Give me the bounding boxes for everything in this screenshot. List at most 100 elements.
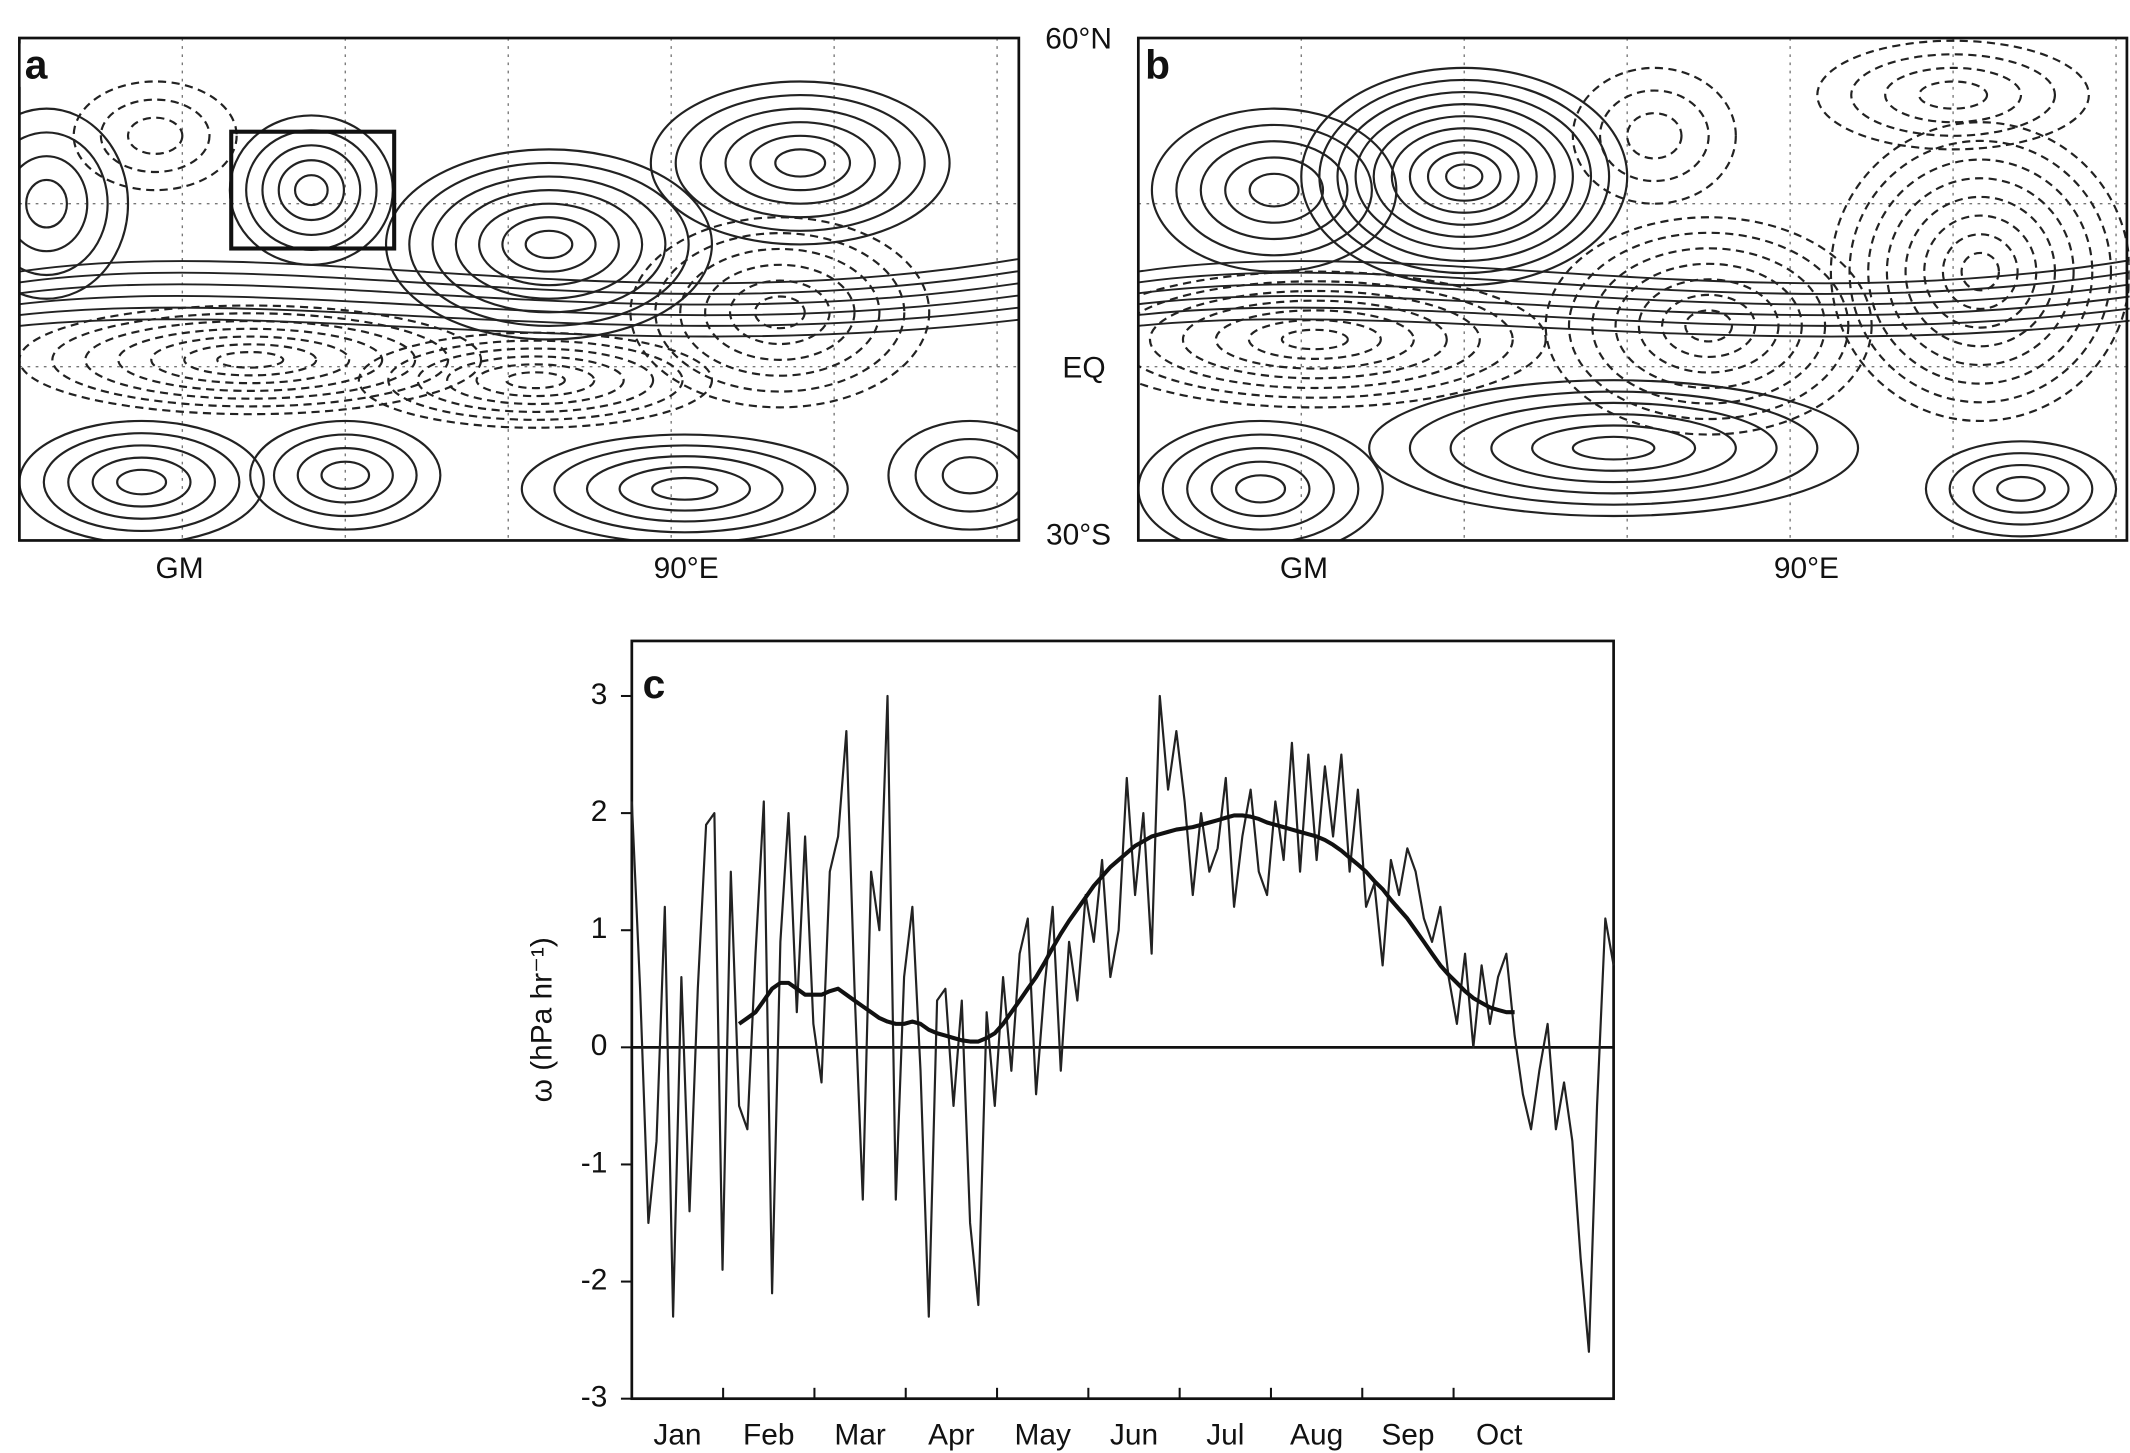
contour	[19, 304, 483, 416]
contour	[1948, 452, 2094, 526]
contour	[1884, 66, 2023, 124]
lon-label: 90°E	[1774, 552, 1839, 585]
contour	[1848, 139, 2113, 404]
lat-label: EQ	[1062, 351, 1105, 384]
contour	[1318, 78, 1611, 275]
contour	[1850, 53, 2057, 137]
panel-label: b	[1145, 42, 1170, 88]
contour	[1960, 251, 2001, 292]
contour	[1368, 379, 1860, 518]
contour	[618, 466, 752, 512]
contour	[25, 178, 68, 229]
contour	[941, 456, 999, 495]
contour	[887, 419, 1019, 531]
contour	[674, 93, 926, 232]
lat-label: 60°N	[1045, 23, 1112, 56]
contour	[753, 295, 806, 330]
contour	[1138, 259, 2130, 285]
contour	[387, 339, 684, 421]
x-tick-label: Aug	[1290, 1419, 1343, 1452]
y-tick-label: -1	[581, 1146, 608, 1179]
contour	[84, 319, 417, 400]
contour	[1235, 474, 1287, 504]
contour	[749, 134, 852, 192]
x-tick-label: Oct	[1476, 1419, 1523, 1452]
contour	[416, 347, 655, 413]
contour	[19, 257, 1019, 285]
contour	[1996, 475, 2046, 502]
y-tick-label: 0	[591, 1029, 608, 1062]
lon-label: GM	[156, 552, 204, 585]
contour	[629, 216, 931, 409]
contour	[261, 144, 362, 237]
contour	[1138, 270, 1547, 409]
contour	[150, 335, 351, 385]
x-tick-label: Apr	[928, 1419, 975, 1452]
contour	[1490, 413, 1737, 484]
contour	[245, 129, 378, 251]
contour	[501, 216, 597, 273]
contour	[19, 107, 130, 300]
contour	[524, 229, 574, 260]
contour	[67, 444, 217, 520]
contour	[1867, 158, 2094, 385]
contour	[1175, 123, 1373, 257]
x-tick-label: Feb	[743, 1419, 794, 1452]
contour	[249, 419, 442, 531]
lon-label: GM	[1280, 552, 1328, 585]
contour	[1248, 172, 1300, 208]
contour	[1138, 295, 2130, 317]
contour	[228, 114, 394, 266]
contour	[704, 263, 856, 361]
contour	[296, 447, 394, 504]
contour	[1598, 89, 1710, 183]
contour	[408, 161, 690, 327]
contour	[1885, 177, 2075, 367]
map-frame	[18, 36, 1021, 542]
data-line	[630, 694, 1615, 1353]
contour	[1138, 271, 2130, 295]
contour	[1408, 139, 1520, 214]
contour	[1138, 280, 1514, 399]
contour	[1372, 115, 1556, 238]
data-line	[737, 813, 1515, 1044]
contour	[1941, 233, 2019, 311]
y-tick-label: 1	[591, 912, 608, 945]
contour	[117, 327, 384, 392]
region-box	[229, 129, 397, 251]
contour	[654, 232, 906, 393]
contour	[42, 432, 241, 533]
contour	[1571, 66, 1737, 205]
map-frame	[1136, 36, 2129, 542]
contour	[1923, 214, 2038, 329]
contour	[1816, 39, 2090, 151]
contour	[320, 460, 371, 490]
y-tick-label: -3	[581, 1381, 608, 1414]
contour	[126, 116, 184, 155]
panel-label: c	[643, 661, 666, 707]
contour	[774, 148, 827, 178]
contour	[1148, 289, 1481, 390]
contour	[1138, 306, 2130, 327]
contour	[1199, 140, 1349, 241]
contour	[724, 121, 876, 205]
lon-label: 90°E	[654, 552, 719, 585]
contour	[1445, 163, 1484, 190]
contour	[1924, 440, 2118, 538]
y-tick-label: -2	[581, 1263, 608, 1296]
contour	[1138, 318, 2130, 338]
contour	[651, 476, 719, 501]
contour	[19, 131, 109, 277]
contour	[475, 363, 596, 398]
x-tick-label: May	[1014, 1419, 1070, 1452]
contour	[1626, 112, 1683, 160]
contour	[1426, 151, 1502, 202]
contour	[1571, 435, 1656, 461]
contour	[19, 155, 89, 253]
x-tick-label: Jul	[1206, 1419, 1244, 1452]
contour	[1354, 103, 1574, 251]
contour	[51, 312, 450, 408]
contour	[1224, 156, 1325, 224]
contour	[1138, 283, 2130, 306]
